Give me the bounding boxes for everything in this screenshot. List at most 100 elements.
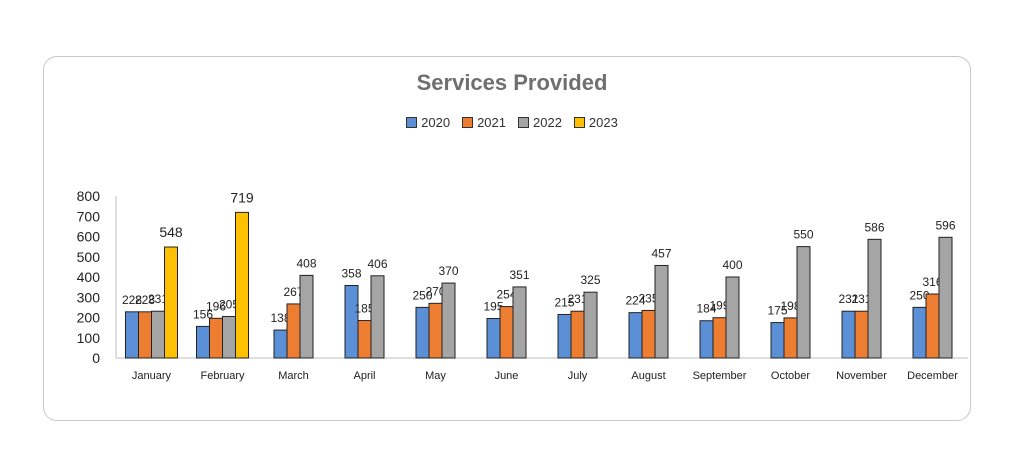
data-label: 184 [696, 302, 716, 316]
bar-august-2021 [641, 309, 656, 359]
x-tick-label: July [568, 370, 588, 382]
data-label: 316 [922, 275, 942, 289]
bar-december-2020 [912, 306, 927, 359]
y-tick-label: 100 [77, 330, 101, 346]
x-tick-label: November [836, 370, 887, 382]
y-tick-label: 600 [77, 229, 101, 245]
bar-february-2020 [196, 325, 210, 359]
data-label: 586 [864, 220, 884, 234]
data-label: 358 [341, 267, 361, 281]
data-label: 408 [296, 256, 316, 270]
data-label: 231 [838, 292, 858, 306]
data-label: 138 [270, 311, 290, 325]
bar-june-2022 [512, 286, 527, 359]
bar-december-2022 [938, 236, 953, 359]
bar-july-2022 [583, 291, 598, 359]
data-label: 351 [509, 268, 529, 282]
chart-card [43, 56, 971, 421]
x-tick-label: January [132, 370, 172, 382]
data-label: 228 [135, 293, 155, 307]
legend-swatch [462, 117, 474, 128]
bar-july-2020 [557, 313, 572, 359]
data-label: 548 [159, 224, 183, 240]
legend-label: 2022 [533, 115, 562, 130]
bar-february-2021 [209, 317, 223, 359]
bar-september-2022 [725, 276, 740, 359]
bar-october-2021 [783, 317, 798, 359]
legend-swatch [406, 117, 418, 128]
data-label: 457 [651, 246, 671, 260]
legend-item-2022: 2022 [518, 115, 562, 130]
y-tick-label: 700 [77, 208, 101, 224]
bar-april-2022 [370, 275, 385, 359]
bar-may-2022 [441, 282, 456, 359]
data-label: 175 [767, 304, 787, 318]
bar-january-2023 [164, 246, 178, 359]
data-label: 224 [625, 294, 645, 308]
bar-january-2020 [125, 311, 139, 359]
y-tick-label: 800 [77, 188, 101, 204]
data-label: 406 [367, 257, 387, 271]
legend-swatch [518, 117, 529, 128]
y-tick-label: 400 [77, 269, 101, 285]
legend-item-2021: 2021 [462, 115, 506, 130]
bar-april-2021 [357, 320, 372, 359]
data-label: 231 [148, 292, 168, 306]
bar-june-2020 [486, 318, 501, 359]
bar-november-2022 [867, 238, 882, 359]
data-label: 215 [554, 295, 574, 309]
data-label: 370 [438, 264, 458, 278]
bar-september-2021 [712, 317, 727, 359]
data-label: 400 [722, 258, 742, 272]
bar-december-2021 [925, 293, 940, 359]
x-tick-label: February [200, 370, 245, 382]
y-tick-label: 500 [77, 249, 101, 265]
y-tick-label: 0 [92, 350, 100, 366]
data-label: 156 [193, 307, 213, 321]
y-tick-label: 200 [77, 310, 101, 326]
bar-july-2021 [570, 310, 585, 359]
legend-swatch [573, 117, 585, 128]
legend-label: 2021 [477, 115, 506, 130]
data-label: 550 [793, 228, 813, 242]
data-label: 199 [709, 299, 729, 313]
data-label: 267 [283, 285, 303, 299]
bar-september-2020 [699, 320, 714, 359]
x-tick-label: April [353, 370, 375, 382]
x-tick-label: October [771, 370, 810, 382]
data-label: 231 [851, 292, 871, 306]
bar-january-2022 [151, 310, 165, 359]
bar-february-2022 [222, 315, 236, 359]
x-tick-label: December [907, 370, 958, 382]
bar-february-2023 [235, 211, 249, 359]
data-label: 270 [425, 284, 445, 298]
data-label: 185 [354, 302, 374, 316]
legend-label: 2020 [421, 115, 451, 130]
y-tick-label: 300 [77, 289, 101, 305]
bar-may-2021 [428, 302, 443, 359]
legend-label: 2023 [588, 115, 618, 130]
bar-march-2022 [299, 274, 314, 359]
legend-item-2020: 2020 [406, 115, 450, 130]
data-label: 195 [483, 300, 503, 314]
bar-october-2020 [770, 322, 785, 359]
bar-april-2020 [344, 285, 359, 359]
bar-august-2020 [628, 312, 643, 359]
bar-march-2021 [286, 303, 301, 359]
data-label: 196 [206, 299, 226, 313]
data-label: 596 [935, 218, 955, 232]
bar-november-2020 [841, 310, 856, 359]
bar-january-2021 [138, 311, 152, 359]
x-tick-label: August [631, 370, 665, 382]
bar-november-2021 [854, 310, 869, 359]
chart-legend: 2020 2021 2022 2023 [0, 115, 1024, 130]
bar-june-2021 [499, 306, 514, 359]
bar-may-2020 [415, 306, 430, 359]
data-label: 719 [230, 189, 254, 205]
data-label: 325 [580, 273, 600, 287]
legend-item-2023: 2023 [573, 115, 618, 130]
x-tick-label: June [495, 370, 519, 382]
data-label: 205 [219, 297, 239, 311]
data-label: 231 [567, 292, 587, 306]
